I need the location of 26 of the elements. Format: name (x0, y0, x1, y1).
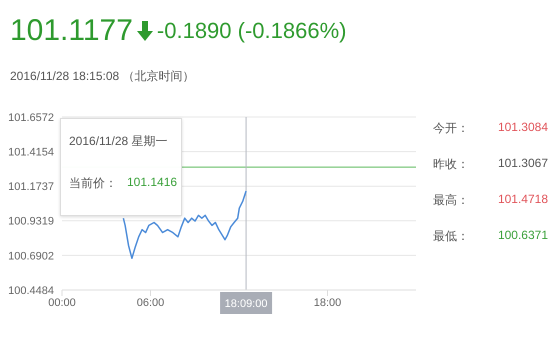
text: 最低： (433, 229, 469, 243)
annotation: 当前价： (69, 175, 117, 192)
tooltip-box: 2016/11/28 星期一 当前价： 101.1416 (60, 118, 182, 216)
text: 101.3084 (498, 120, 548, 134)
x-tick-label: 00:00 (48, 296, 76, 309)
y-tick-label: 100.6902 (8, 250, 54, 262)
annotation: 2016/11/28 星期一 (69, 133, 168, 150)
y-tick-label: 100.4484 (8, 284, 54, 297)
annotation: 101.1416 (127, 175, 178, 189)
x-tick-label: 06:00 (136, 296, 164, 309)
text: 101.4718 (498, 192, 548, 206)
text: 100.6371 (498, 228, 548, 242)
line-series (122, 190, 247, 260)
y-tick-label: 100.9319 (8, 216, 54, 228)
text: 最高： (433, 193, 469, 207)
y-tick-label: 101.1737 (8, 181, 54, 194)
x-tick-label: 18:00 (314, 296, 342, 309)
text: 今开： (433, 121, 469, 135)
y-tick-label: 101.4154 (8, 146, 54, 159)
text: 101.3067 (498, 156, 548, 170)
y-tick-label: 101.6572 (8, 112, 54, 124)
text: 昨收： (433, 157, 469, 171)
text: 2016/11/28 18:15:08 （北京时间） (10, 68, 195, 85)
chart-subtitle: -0.1890 (-0.1866%) (156, 18, 346, 44)
text: 18:09:00 (224, 298, 268, 310)
chart-title: 101.1177 (10, 14, 133, 48)
